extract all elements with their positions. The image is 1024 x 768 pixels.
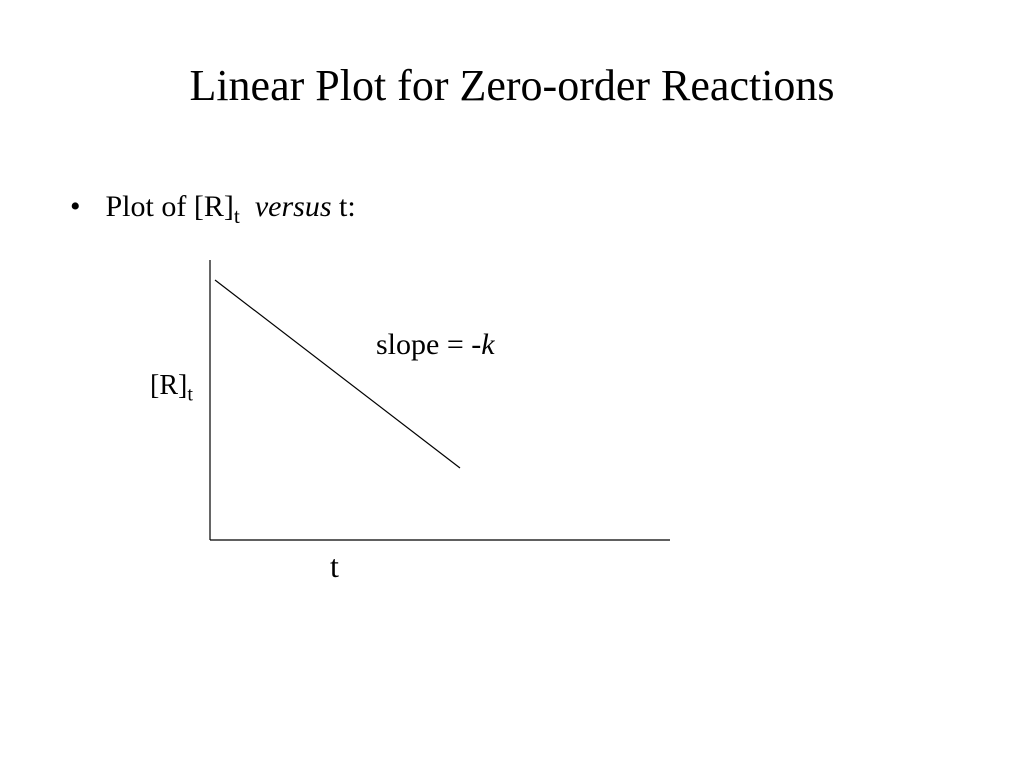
bullet-sub: t — [234, 204, 240, 228]
bullet-item: • Plot of [R]t versus t: — [70, 190, 356, 229]
chart-area — [150, 250, 710, 570]
slope-var: k — [481, 328, 494, 361]
bullet-post: t: — [332, 190, 356, 223]
x-axis-label: t — [330, 548, 339, 585]
bullet-italic: versus — [255, 190, 332, 223]
slope-pre: slope = - — [376, 328, 481, 361]
data-line — [215, 280, 460, 468]
slide-title: Linear Plot for Zero-order Reactions — [0, 60, 1024, 111]
bullet-marker: • — [70, 190, 98, 224]
chart-svg — [150, 250, 710, 570]
bullet-text: Plot of [R]t versus t: — [106, 190, 356, 229]
bullet-pre: Plot of [R] — [106, 190, 234, 223]
slope-label: slope = -k — [376, 328, 495, 362]
slide: Linear Plot for Zero-order Reactions • P… — [0, 0, 1024, 768]
